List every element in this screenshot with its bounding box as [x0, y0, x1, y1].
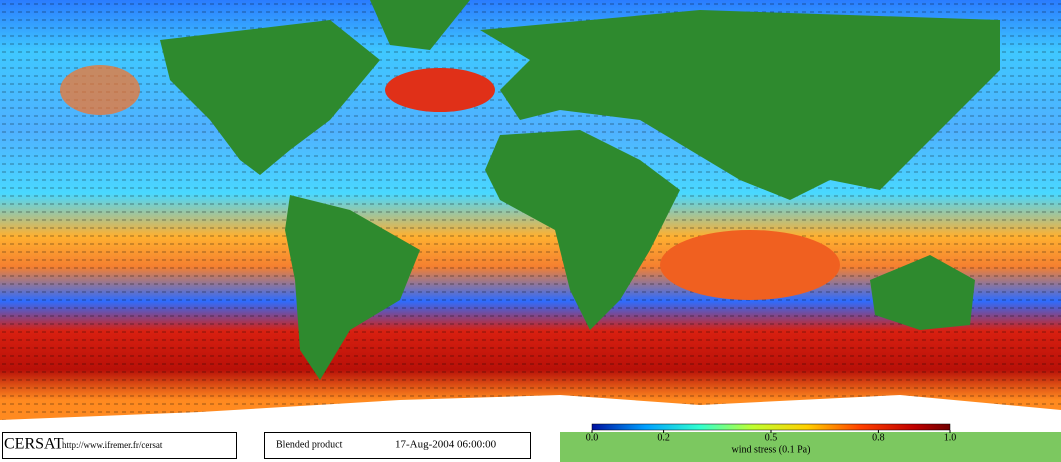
colorbar: wind stress (0.1 Pa) 0.0 0.2 0.5 0.8 1.0 [586, 423, 957, 455]
product: Blended product [276, 439, 343, 450]
wind-patch [60, 65, 140, 115]
colorbar-ramp [591, 423, 951, 431]
map [0, 0, 1061, 430]
colorbar-tick-label: 0.0 [586, 432, 599, 443]
colorbar-label: wind stress (0.1 Pa) [732, 444, 811, 455]
colorbar-tick-label: 0.8 [872, 432, 885, 443]
wind-patch [660, 230, 840, 300]
colorbar-tick-label: 0.5 [765, 432, 778, 443]
land [160, 0, 1000, 380]
terrain-strip [560, 432, 1061, 462]
wind-patch [385, 68, 495, 112]
source-box [2, 432, 237, 459]
colorbar-tick-label: 0.2 [657, 432, 670, 443]
colorbar-tick-label: 1.0 [944, 432, 957, 443]
logo: CERSAT [4, 436, 64, 453]
antarctica [0, 395, 1061, 430]
url: http://www.ifremer.fr/cersat [62, 440, 163, 450]
date: 17-Aug-2004 06:00:00 [395, 439, 497, 451]
product-box [264, 432, 531, 459]
